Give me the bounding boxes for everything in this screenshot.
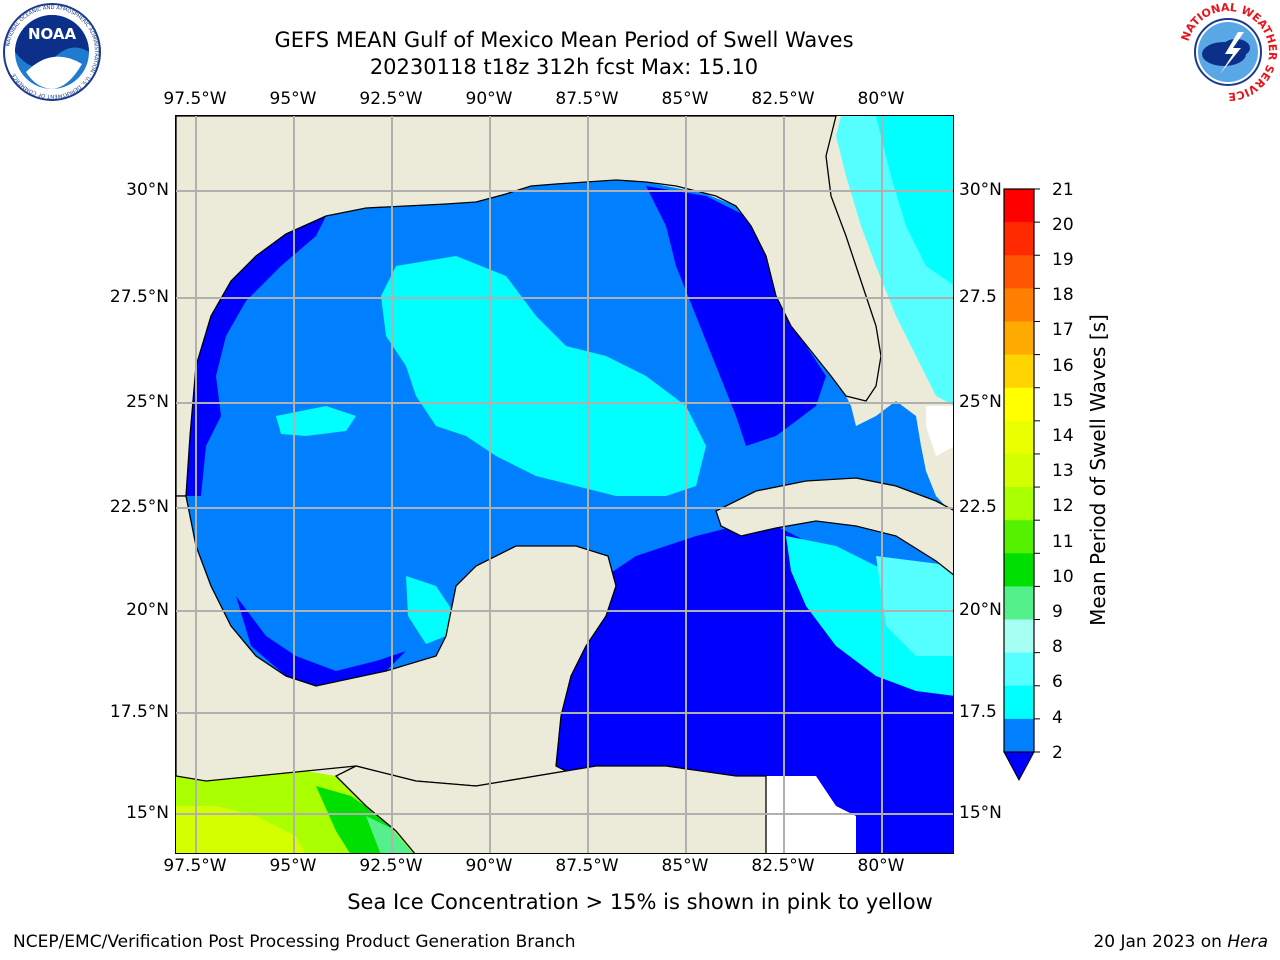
caribbean-swell-core — [876, 556, 953, 656]
lat-tick-right: 30°N — [959, 180, 1002, 200]
colorbar-outline — [1003, 188, 1035, 753]
colorbar-cell — [1004, 387, 1034, 422]
lon-tick-top: 85°W — [661, 89, 709, 109]
colorbar-label: 15 — [1052, 391, 1074, 411]
land-florida-keys-cuba — [715, 477, 953, 576]
footer-host: Hera — [1227, 932, 1268, 952]
colorbar-label: 4 — [1052, 708, 1063, 728]
colorbar — [1003, 188, 1040, 782]
noaa-logo: NOAA NATIONAL OCEANIC AND ATMOSPHERIC AD… — [3, 3, 101, 101]
lat-tick-left: 17.5°N — [109, 702, 169, 722]
nws-logo: NATIONAL WEATHER SERVICE — [1179, 2, 1278, 102]
colorbar-label: 14 — [1052, 426, 1074, 446]
noaa-logo-text: NOAA — [28, 25, 77, 43]
chart-subtitle: 20230118 t18z 312h fcst Max: 15.10 — [369, 55, 759, 79]
lon-tick-bottom: 85°W — [661, 856, 709, 876]
colorbar-extend-arrow — [1003, 751, 1035, 782]
lon-tick-top: 80°W — [857, 89, 905, 109]
lon-tick-top: 95°W — [269, 89, 317, 109]
no-data-area-bahamas — [926, 406, 953, 456]
colorbar-label: 20 — [1052, 215, 1074, 235]
colorbar-label: 10 — [1052, 567, 1074, 587]
pacific-swell-fringe — [366, 816, 413, 853]
map-panel — [175, 115, 954, 854]
colorbar-label: 18 — [1052, 285, 1074, 305]
lon-tick-bottom: 82.5°W — [751, 856, 815, 876]
colorbar-label: 19 — [1052, 250, 1074, 270]
colorbar-cell — [1004, 420, 1034, 455]
colorbar-label: 13 — [1052, 461, 1074, 481]
footer-date-text: 20 Jan 2023 on — [1093, 932, 1228, 952]
lat-tick-right: 22.5 — [959, 497, 997, 517]
atlantic-swell-region-deep — [876, 116, 953, 285]
colorbar-label: 6 — [1052, 672, 1063, 692]
colorbar-cell — [1004, 321, 1034, 356]
colorbar-cell — [1004, 222, 1034, 256]
lon-tick-top: 90°W — [465, 89, 513, 109]
swell-period-map — [176, 116, 953, 853]
colorbar-title: Mean Period of Swell Waves [s] — [1086, 314, 1110, 626]
colorbar-label: 2 — [1052, 743, 1063, 763]
colorbar-label: 9 — [1052, 602, 1063, 622]
low-period-fringe-southwest — [236, 596, 406, 686]
lat-tick-left: 30°N — [126, 180, 169, 200]
lat-tick-right: 27.5 — [959, 287, 997, 307]
lon-tick-bottom: 92.5°W — [359, 856, 423, 876]
colorbar-label: 21 — [1052, 180, 1074, 200]
footer-date: 20 Jan 2023 on Hera — [1093, 932, 1268, 952]
colorbar-cell — [1004, 288, 1034, 322]
lon-tick-bottom: 97.5°W — [163, 856, 227, 876]
lon-tick-top: 97.5°W — [163, 89, 227, 109]
lon-tick-top: 92.5°W — [359, 89, 423, 109]
lat-tick-right: 25°N — [959, 392, 1002, 412]
lon-tick-bottom: 87.5°W — [555, 856, 619, 876]
land-us-gulf-coast — [176, 116, 882, 497]
colorbar-cell — [1004, 255, 1034, 289]
lon-tick-bottom: 90°W — [465, 856, 513, 876]
low-period-fringe-west — [186, 216, 326, 496]
lon-tick-top: 82.5°W — [751, 89, 815, 109]
colorbar-label: 8 — [1052, 637, 1063, 657]
colorbar-cell — [1004, 354, 1034, 389]
colorbar-label: 17 — [1052, 320, 1074, 340]
lat-tick-left: 20°N — [126, 600, 169, 620]
colorbar-cell — [1004, 553, 1034, 587]
lat-tick-right: 20°N — [959, 600, 1002, 620]
moderate-period-tongue — [381, 256, 706, 496]
lat-tick-right: 17.5 — [959, 702, 997, 722]
colorbar-cell — [1004, 453, 1034, 488]
lat-tick-left: 15°N — [126, 803, 169, 823]
colorbar-cell — [1004, 586, 1034, 621]
low-period-fringe-east — [646, 186, 826, 446]
lon-tick-top: 87.5°W — [555, 89, 619, 109]
lat-tick-left: 25°N — [126, 392, 169, 412]
pacific-swell-core — [176, 806, 305, 853]
sea-ice-note: Sea Ice Concentration > 15% is shown in … — [347, 890, 933, 914]
moderate-period-patch-west — [276, 406, 356, 436]
map-gridlines — [176, 116, 953, 853]
colorbar-label: 11 — [1052, 532, 1074, 552]
lon-tick-bottom: 80°W — [857, 856, 905, 876]
land-central-america — [334, 765, 767, 853]
colorbar-cell — [1004, 652, 1034, 687]
colorbar-cell — [1004, 718, 1034, 753]
colorbar-cell — [1004, 189, 1034, 223]
lon-tick-bottom: 95°W — [269, 856, 317, 876]
footer-credit: NCEP/EMC/Verification Post Processing Pr… — [13, 932, 576, 952]
lat-tick-right: 15°N — [959, 803, 1002, 823]
colorbar-label: 12 — [1052, 496, 1074, 516]
colorbar-cell — [1004, 619, 1034, 654]
lat-tick-left: 22.5°N — [109, 497, 169, 517]
colorbar-label: 16 — [1052, 356, 1074, 376]
colorbar-ticks — [1034, 188, 1040, 753]
colorbar-cells — [1004, 189, 1034, 753]
chart-title: GEFS MEAN Gulf of Mexico Mean Period of … — [274, 28, 854, 52]
lat-tick-left: 27.5°N — [109, 287, 169, 307]
colorbar-cell — [1004, 685, 1034, 720]
colorbar-cell — [1004, 520, 1034, 554]
colorbar-cell — [1004, 487, 1034, 521]
